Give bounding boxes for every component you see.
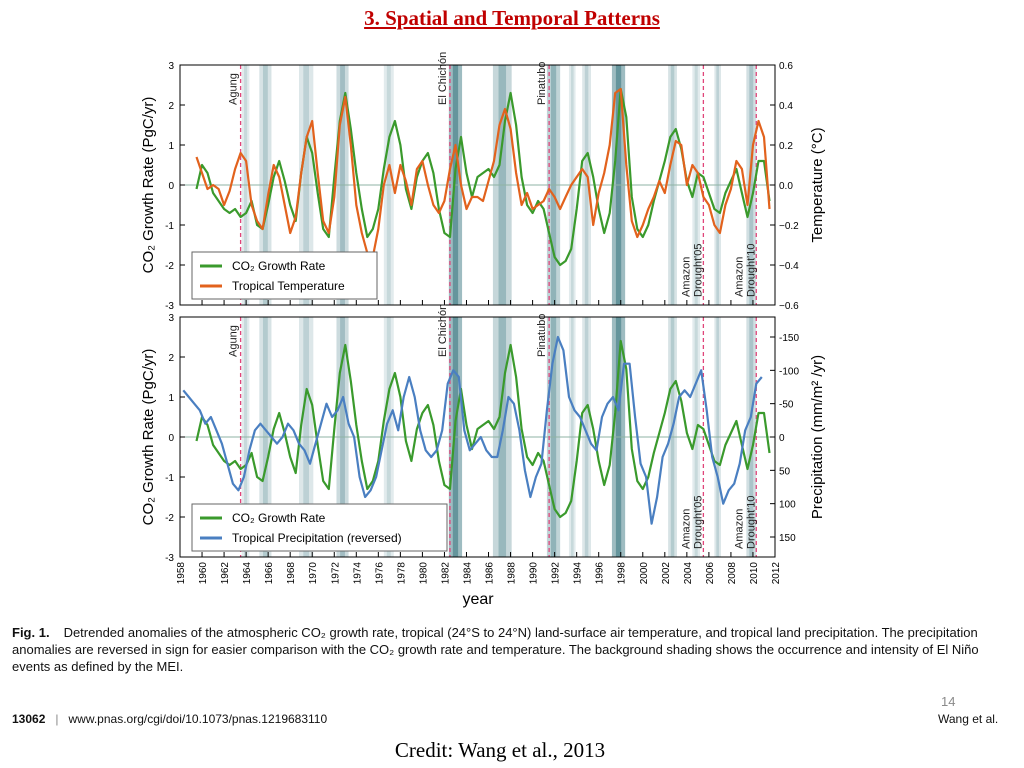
y-tick-label-right: 0: [779, 433, 785, 444]
x-tick-label: 1986: [485, 562, 496, 585]
y-axis-title-left: CO₂ Growth Rate (PgC/yr): [140, 349, 157, 526]
x-tick-label: 1984: [462, 562, 473, 585]
y-axis-title-right: Precipitation (mm/m² /yr): [809, 355, 826, 519]
y-tick-label-right: 100: [779, 500, 796, 511]
drought-label-line2: Drought'05: [692, 496, 704, 549]
y-tick-label-left: -1: [165, 473, 174, 484]
y-tick-label-left: 1: [168, 141, 174, 152]
series-line: [195, 87, 771, 267]
x-tick-label: 2000: [639, 562, 650, 585]
figure-caption: Fig. 1. Detrended anomalies of the atmosp…: [12, 624, 1012, 675]
y-axis-title-right: Temperature (°C): [809, 127, 826, 242]
drought-label-line1: Amazon: [680, 509, 692, 549]
footer-author: Wang et al.: [938, 712, 999, 726]
legend-label: CO₂ Growth Rate: [232, 259, 326, 273]
x-tick-label: 1998: [617, 562, 628, 585]
journal-footer: 13062 | www.pnas.org/cgi/doi/10.1073/pnas.…: [12, 712, 327, 726]
y-tick-label-left: 3: [168, 313, 174, 324]
series-line: [182, 335, 763, 525]
x-tick-label: 1992: [551, 562, 562, 585]
y-tick-label-left: -3: [165, 553, 174, 564]
y-tick-label-right: -50: [779, 400, 794, 411]
y-tick-label-left: -2: [165, 261, 174, 272]
caption-label: Fig. 1.: [12, 625, 50, 640]
x-tick-label: 1974: [352, 562, 363, 585]
slide-credit: Credit: Wang et al., 2013: [394, 738, 606, 762]
eruption-label: Agung: [228, 73, 240, 105]
x-tick-label: 1960: [198, 562, 209, 585]
x-tick-label: 1978: [396, 562, 407, 585]
y-tick-label-right: 0.6: [779, 61, 793, 72]
y-tick-label-left: -2: [165, 513, 174, 524]
x-tick-label: 1972: [330, 562, 341, 585]
legend-box: [191, 251, 378, 300]
footer-separator: |: [55, 712, 59, 726]
y-tick-label-left: 2: [168, 353, 174, 364]
x-tick-label: 1964: [242, 562, 253, 585]
series-line: [195, 87, 771, 259]
x-tick-label: 2012: [771, 562, 782, 585]
y-tick-label-right: −0.4: [779, 261, 799, 272]
x-tick-label: 1988: [507, 562, 518, 585]
eruption-label: Agung: [228, 325, 240, 357]
x-tick-label: 1968: [286, 562, 297, 585]
eruption-label: El Chichón: [437, 52, 449, 105]
x-tick-label: 1976: [374, 562, 385, 585]
x-tick-label: 2010: [749, 562, 760, 585]
legend-box: [191, 503, 448, 552]
y-tick-label-left: 3: [168, 61, 174, 72]
x-tick-label: 1970: [308, 562, 319, 585]
x-tick-label: 1994: [573, 562, 584, 585]
y-tick-label-left: 0: [168, 433, 174, 444]
doi-link[interactable]: www.pnas.org/cgi/doi/10.1073/pnas.121968…: [68, 712, 328, 726]
x-tick-label: 2006: [705, 562, 716, 585]
y-tick-label-right: -150: [779, 333, 799, 344]
x-axis-title: year: [462, 591, 494, 608]
y-axis-title-left: CO₂ Growth Rate (PgC/yr): [140, 97, 157, 274]
y-tick-label-right: 150: [779, 533, 796, 544]
x-tick-label: 1962: [220, 562, 231, 585]
slide-title: 3. Spatial and Temporal Patterns: [364, 6, 660, 30]
x-tick-label: 2004: [683, 562, 694, 585]
caption-text: Detrended anomalies of the atmospheric C…: [12, 625, 979, 674]
drought-label-line2: Drought'10: [745, 244, 757, 297]
y-tick-label-left: 0: [168, 181, 174, 192]
y-tick-label-left: 1: [168, 393, 174, 404]
y-tick-label-right: 0.0: [779, 181, 793, 192]
drought-label-line2: Drought'10: [745, 496, 757, 549]
y-tick-label-right: −0.6: [779, 301, 799, 312]
eruption-label: Pinatubo: [536, 62, 548, 105]
x-tick-label: 1966: [264, 562, 275, 585]
journal-page-number: 13062: [12, 712, 46, 726]
x-tick-label: 1980: [418, 562, 429, 585]
series-line: [195, 339, 771, 519]
x-tick-label: 2008: [727, 562, 738, 585]
x-tick-label: 1958: [176, 562, 187, 585]
y-tick-label-right: 0.2: [779, 141, 793, 152]
drought-label-line2: Drought'05: [692, 244, 704, 297]
eruption-label: El Chichón: [437, 304, 449, 357]
y-tick-label-right: 50: [779, 466, 791, 477]
x-tick-label: 1996: [595, 562, 606, 585]
eruption-label: Pinatubo: [536, 314, 548, 357]
x-tick-label: 1990: [529, 562, 540, 585]
legend-label: Tropical Precipitation (reversed): [232, 531, 402, 545]
x-tick-label: 1982: [440, 562, 451, 585]
drought-label-line1: Amazon: [680, 257, 692, 297]
drought-label-line1: Amazon: [733, 509, 745, 549]
y-tick-label-right: 0.4: [779, 101, 793, 112]
x-tick-label: 2002: [661, 562, 672, 585]
page-number: 14: [941, 694, 956, 709]
y-tick-label-right: -100: [779, 366, 799, 377]
legend-label: CO₂ Growth Rate: [232, 511, 326, 525]
y-tick-label-left: -3: [165, 301, 174, 312]
y-tick-label-right: −0.2: [779, 221, 799, 232]
drought-label-line1: Amazon: [733, 257, 745, 297]
y-tick-label-left: -1: [165, 221, 174, 232]
y-tick-label-left: 2: [168, 101, 174, 112]
legend-label: Tropical Temperature: [232, 279, 345, 293]
